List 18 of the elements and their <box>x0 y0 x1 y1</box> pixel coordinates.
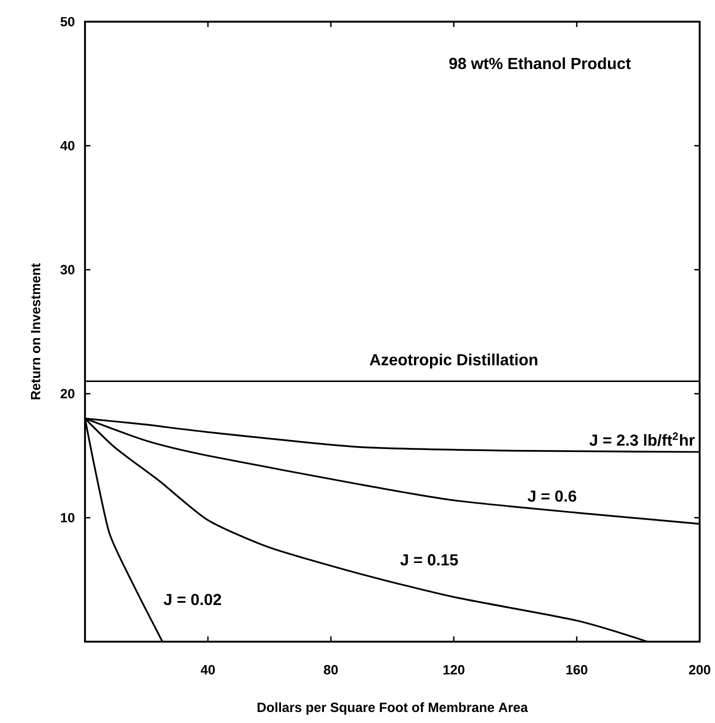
x-axis-title: Dollars per Square Foot of Membrane Area <box>258 702 528 715</box>
y-tick-label: 20 <box>60 388 74 398</box>
series-label: J = 0.6 <box>528 490 576 502</box>
y-tick-label: 10 <box>60 512 74 522</box>
series-label: J = 0.02 <box>164 594 222 606</box>
y-tick-label: 30 <box>60 264 74 274</box>
x-tick-label: 40 <box>200 665 215 674</box>
y-axis-title: Return on Investment <box>30 263 40 400</box>
ref-line-label: Azeotropic Distillation <box>370 354 538 369</box>
x-tick-label: 80 <box>324 665 338 674</box>
x-tick-label: 200 <box>689 665 710 674</box>
series-label: J = 2.3 lb/ft$^{2}$hr <box>589 432 695 446</box>
series-label: J = 0.15 <box>400 554 458 566</box>
y-tick-label: 50 <box>60 16 74 26</box>
annotation: 98 wt% Ethanol Product <box>449 57 631 70</box>
y-tick-label: 40 <box>60 140 74 150</box>
x-tick-label: 120 <box>444 665 464 674</box>
x-tick-label: 160 <box>566 665 588 674</box>
